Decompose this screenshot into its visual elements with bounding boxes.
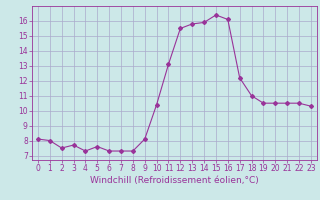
X-axis label: Windchill (Refroidissement éolien,°C): Windchill (Refroidissement éolien,°C) — [90, 176, 259, 185]
